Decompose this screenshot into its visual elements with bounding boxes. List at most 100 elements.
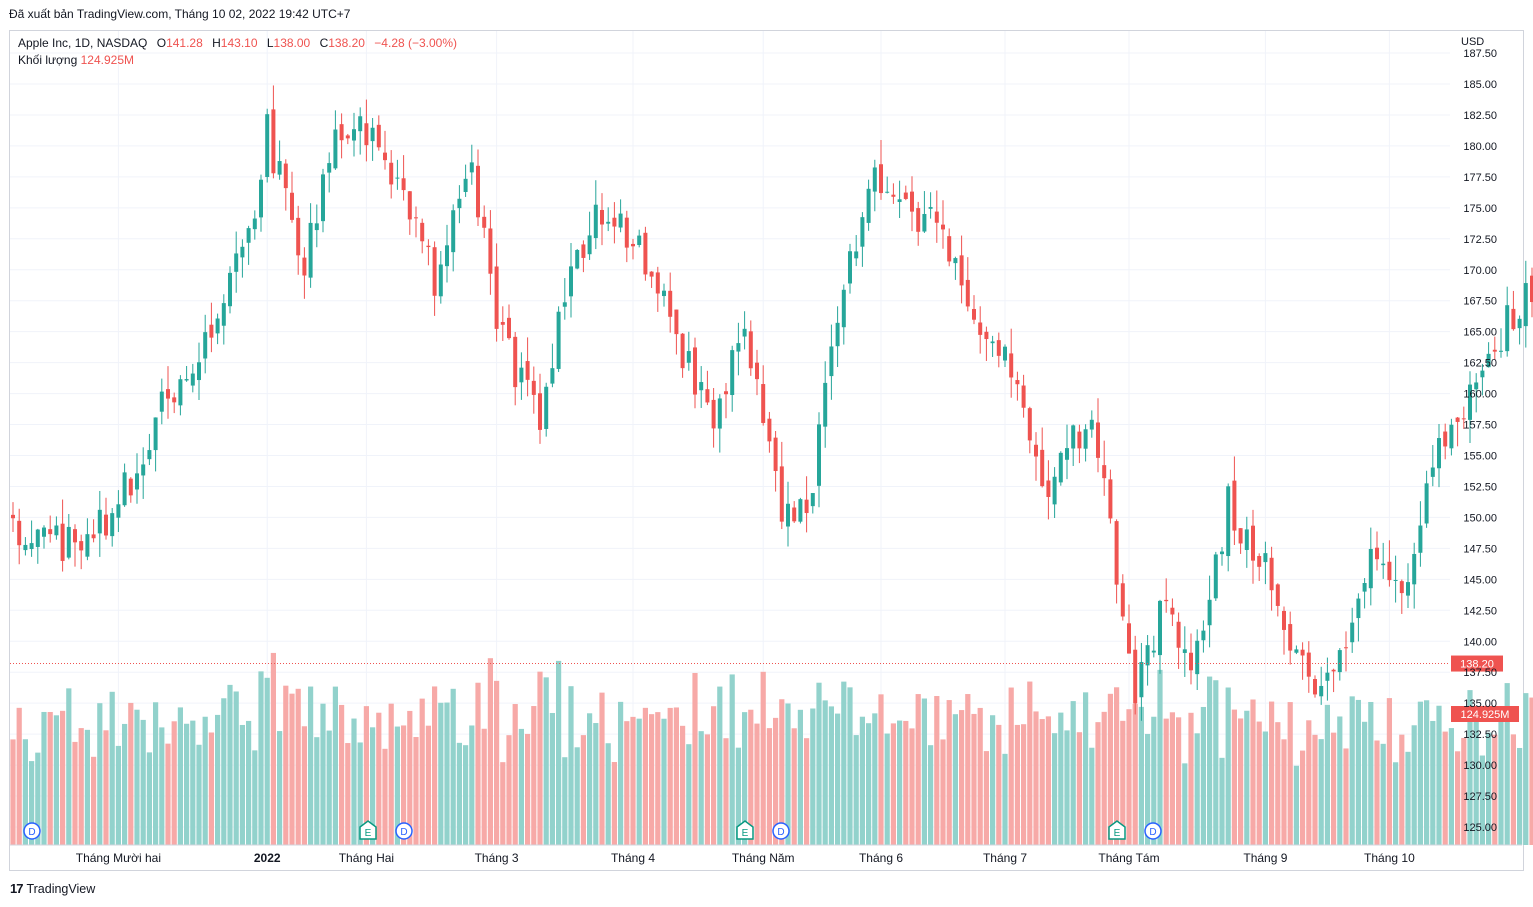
volume-bar xyxy=(41,711,47,845)
candle xyxy=(407,191,412,220)
candle xyxy=(916,208,921,232)
volume-bar xyxy=(1151,716,1157,845)
y-tick-label: 152.50 xyxy=(1463,481,1497,493)
candle xyxy=(891,194,896,197)
candle xyxy=(178,379,183,406)
candle xyxy=(1505,305,1510,352)
candle xyxy=(1362,583,1367,592)
footer: 17 TradingView xyxy=(10,881,95,896)
volume-bar xyxy=(1448,728,1454,845)
volume-bar xyxy=(1021,724,1027,845)
candle xyxy=(1003,346,1007,361)
volume-bar xyxy=(959,710,965,845)
candle xyxy=(327,163,332,173)
candle xyxy=(97,509,102,534)
volume-bar xyxy=(1002,753,1008,845)
candle xyxy=(1176,621,1181,648)
candle xyxy=(259,179,263,218)
candle xyxy=(1027,408,1032,441)
volume-bar xyxy=(1058,712,1064,845)
volume-bar xyxy=(128,702,134,845)
candle xyxy=(593,204,598,239)
candle xyxy=(358,116,363,132)
volume-bar xyxy=(1405,751,1411,845)
candle xyxy=(463,178,468,192)
candle xyxy=(978,322,983,335)
volume-bar xyxy=(1368,701,1374,845)
candle xyxy=(184,379,189,381)
volume-bar xyxy=(78,728,84,845)
low-label: L xyxy=(266,36,274,50)
candle xyxy=(333,129,338,169)
candle xyxy=(649,271,654,277)
volume-bar xyxy=(1386,698,1392,845)
candle xyxy=(234,253,239,272)
candle xyxy=(23,544,28,551)
candle xyxy=(73,529,77,543)
volume-bar xyxy=(270,652,276,845)
candle xyxy=(531,380,536,395)
volume-bar xyxy=(971,713,977,845)
volume-bar xyxy=(1027,681,1033,845)
candle xyxy=(959,255,964,286)
candle xyxy=(1399,581,1404,594)
volume-bar xyxy=(816,682,822,845)
candle xyxy=(680,333,685,369)
candle xyxy=(587,235,592,255)
candle xyxy=(345,135,350,139)
open-value: 141.28 xyxy=(166,36,203,50)
y-tick-label: 165.00 xyxy=(1463,327,1497,339)
volume-bar xyxy=(841,681,847,845)
candle xyxy=(190,373,195,386)
volume-bar xyxy=(1207,676,1213,845)
candle xyxy=(1220,551,1224,555)
volume-bar xyxy=(618,701,624,845)
volume-bar xyxy=(518,728,524,845)
volume-bar xyxy=(122,723,128,845)
volume-bar xyxy=(946,700,952,845)
chart-legend: Apple Inc, 1D, NASDAQ O141.28 H143.10 L1… xyxy=(18,35,457,69)
y-tick-label: 137.50 xyxy=(1463,667,1497,679)
volume-bar xyxy=(1312,734,1318,845)
candle xyxy=(544,386,549,429)
candle xyxy=(903,192,908,199)
volume-bar xyxy=(1467,690,1473,845)
dividend-marker-icon xyxy=(395,822,413,840)
candle xyxy=(1368,548,1373,589)
candle xyxy=(240,246,245,258)
chart-frame xyxy=(9,30,1524,871)
volume-bar xyxy=(723,738,729,845)
volume-bar xyxy=(1337,716,1343,845)
candle xyxy=(1170,607,1175,615)
candle xyxy=(414,217,418,219)
volume-bar xyxy=(370,727,376,845)
candle xyxy=(1108,479,1113,519)
candle xyxy=(1083,429,1088,449)
volume-bar xyxy=(847,687,853,845)
dividend-marker-icon xyxy=(23,822,41,840)
candle xyxy=(631,243,635,247)
volume-bar xyxy=(934,696,940,845)
x-tick-label: Tháng Tám xyxy=(1098,851,1159,865)
candle xyxy=(668,290,673,317)
volume-bar xyxy=(1486,732,1492,845)
volume-bar xyxy=(60,710,66,845)
volume-bar xyxy=(562,757,568,845)
dividend-marker-label: D xyxy=(1149,827,1156,838)
candle xyxy=(1151,650,1156,653)
volume-bar xyxy=(822,700,828,845)
candle xyxy=(1412,553,1417,585)
candle xyxy=(736,343,741,352)
candle xyxy=(1337,650,1342,673)
candle xyxy=(922,213,927,232)
candle xyxy=(135,473,139,490)
volume-bar xyxy=(401,725,407,845)
volume-bar xyxy=(97,703,103,845)
volume-bar xyxy=(1479,755,1485,845)
candle xyxy=(79,541,84,551)
volume-bar xyxy=(66,688,72,845)
candle xyxy=(1164,599,1169,602)
candle xyxy=(1052,476,1057,505)
candle xyxy=(426,245,431,248)
